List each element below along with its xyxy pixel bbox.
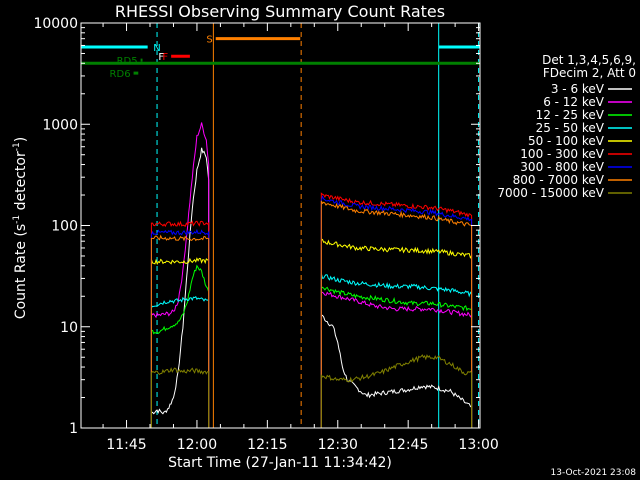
- marker-label-0: N: [153, 43, 160, 54]
- y-axis-label-end: ): [13, 137, 29, 142]
- legend-label-1: 6 - 12 keV: [543, 95, 605, 109]
- x-tick-label-5: 13:00: [458, 437, 498, 453]
- y-axis-label: Count Rate (s-1 detector-1): [12, 137, 29, 319]
- series-line-7-0: [150, 234, 210, 428]
- x-axis-label: Start Time (27-Jan-11 11:34:42): [168, 455, 392, 471]
- x-tick-label-3: 12:30: [318, 437, 358, 453]
- plot-area: S F RD6 RD5 NF: [80, 23, 480, 428]
- x-tick-label-0: 11:45: [106, 437, 146, 453]
- series-line-8-0: [150, 367, 210, 428]
- legend-label-8: 7000 - 15000 keV: [497, 186, 604, 200]
- series-line-6-1: [320, 195, 473, 428]
- y-axis-label-mid: detector: [13, 151, 29, 215]
- status-bar-label-6: RD5: [117, 56, 138, 67]
- legend-label-0: 3 - 6 keV: [551, 82, 605, 96]
- series-line-5-1: [320, 192, 473, 428]
- y-axis-label-main: Count Rate (s: [13, 224, 29, 319]
- axes: [80, 22, 481, 429]
- y-axis-label-sup2: -1: [12, 142, 22, 151]
- timestamp: 13-Oct-2021 23:08: [551, 468, 637, 478]
- y-tick-label-3: 1000: [42, 117, 78, 133]
- legend-label-6: 300 - 800 keV: [520, 160, 604, 174]
- series-line-4-0: [150, 257, 210, 428]
- x-tick-label-4: 12:45: [388, 437, 428, 453]
- series-line-1-0: [150, 122, 210, 428]
- series-line-3-0: [150, 296, 210, 428]
- y-tick-label-1: 10: [60, 320, 78, 336]
- legend-label-3: 25 - 50 keV: [536, 121, 605, 135]
- status-bar-label-2: S: [206, 35, 212, 46]
- legend-label-5: 100 - 300 keV: [520, 147, 604, 161]
- x-tick-label-2: 12:15: [247, 437, 287, 453]
- series-line-6-0: [150, 228, 210, 428]
- chart-title: RHESSI Observing Summary Count Rates: [115, 2, 445, 21]
- y-tick-label-2: 100: [51, 219, 78, 235]
- y-tick-label-0: 1: [69, 421, 78, 437]
- legend: Det 1,3,4,5,6,9, FDecim 2, Att 0 3 - 6 k…: [497, 53, 636, 200]
- legend-label-2: 12 - 25 keV: [536, 108, 605, 122]
- series-line-4-1: [320, 238, 473, 428]
- legend-header-1: Det 1,3,4,5,6,9,: [542, 53, 636, 67]
- series-line-8-1: [320, 354, 473, 428]
- series-line-3-1: [320, 273, 473, 428]
- series-line-1-1: [320, 291, 473, 428]
- status-bar-label-3: F: [162, 52, 168, 63]
- series-line-0-1: [320, 314, 473, 428]
- legend-label-4: 50 - 100 keV: [528, 134, 605, 148]
- legend-label-7: 800 - 7000 keV: [513, 173, 605, 187]
- tick-labels: 11:45 12:00 12:15 12:30 12:45 13:00 1 10 100 1000…: [33, 16, 498, 453]
- plot-frame: [80, 22, 481, 429]
- series-line-2-0: [150, 264, 210, 428]
- series-line-0-0: [150, 147, 210, 428]
- y-axis-label-sup1: -1: [12, 215, 22, 224]
- series-line-5-0: [150, 220, 210, 428]
- series-line-2-1: [320, 286, 473, 428]
- series-line-7-1: [320, 200, 473, 428]
- marker-label-1: F: [158, 52, 164, 63]
- legend-header-2: FDecim 2, Att 0: [543, 66, 636, 80]
- status-bar-label-5: RD6: [110, 69, 131, 80]
- x-tick-label-1: 12:00: [177, 437, 217, 453]
- y-tick-label-4: 10000: [33, 16, 78, 32]
